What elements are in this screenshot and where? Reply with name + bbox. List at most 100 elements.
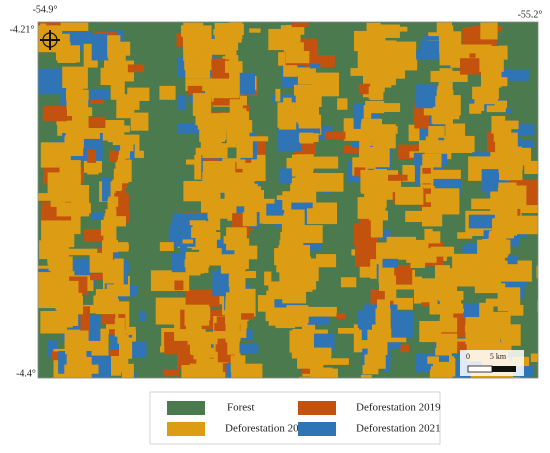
deforestation-patch <box>363 105 372 119</box>
deforestation-core <box>359 156 371 167</box>
deforestation-core <box>492 120 519 130</box>
deforestation-core <box>229 269 246 279</box>
deforestation-patch <box>159 85 176 100</box>
deforestation-patch <box>285 255 302 267</box>
legend-label: Forest <box>227 402 255 414</box>
deforestation-core <box>360 374 372 378</box>
deforestation-patch <box>384 349 390 372</box>
legend-box <box>149 391 441 445</box>
deforestation-core <box>428 126 445 138</box>
deforestation-patch <box>172 213 213 223</box>
deforestation-core <box>192 221 217 238</box>
deforestation-patch <box>391 310 413 338</box>
deforestation-patch <box>178 95 187 110</box>
deforestation-core <box>498 156 520 174</box>
deforestation-patch <box>107 131 122 143</box>
deforestation-patch <box>513 124 535 136</box>
deforestation-patch <box>317 347 332 357</box>
deforestation-patch <box>494 100 507 109</box>
deforestation-core <box>106 284 118 301</box>
deforestation-patch <box>42 105 72 122</box>
deforestation-patch <box>423 36 439 41</box>
deforestation-patch <box>90 274 112 281</box>
deforestation-patch <box>262 215 296 224</box>
deforestation-patch <box>468 214 498 229</box>
deforestation-patch <box>340 277 357 288</box>
deforestation-patch <box>186 159 200 165</box>
deforestation-patch <box>474 87 485 111</box>
deforestation-patch <box>216 316 231 325</box>
deforestation-patch <box>469 103 482 114</box>
deforestation-patch <box>78 197 87 210</box>
deforestation-core <box>285 51 310 64</box>
deforestation-core <box>112 179 123 191</box>
deforestation-core <box>121 351 129 373</box>
deforestation-patch <box>388 174 408 181</box>
deforestation-patch <box>387 55 418 71</box>
deforestation-patch <box>393 26 408 32</box>
deforestation-patch <box>291 22 309 28</box>
deforestation-patch <box>277 129 302 152</box>
scale-label: 0 <box>466 352 470 361</box>
deforestation-core <box>112 57 120 74</box>
deforestation-patch <box>415 84 437 109</box>
deforestation-core <box>439 298 462 307</box>
deforestation-patch <box>282 191 292 210</box>
deforestation-core <box>480 22 498 40</box>
deforestation-patch <box>102 177 111 202</box>
deforestation-core <box>376 242 387 265</box>
deforestation-core <box>199 120 226 142</box>
deforestation-core <box>487 239 511 254</box>
deforestation-patch <box>537 299 538 313</box>
deforestation-core <box>493 377 516 378</box>
deforestation-patch <box>91 34 109 61</box>
legend-swatch <box>167 401 205 415</box>
deforestation-patch <box>373 170 398 188</box>
deforestation-core <box>56 292 83 311</box>
deforestation-patch <box>40 23 47 39</box>
deforestation-patch <box>114 258 124 286</box>
legend: Forest Deforestation 2016 Deforestation 20… <box>167 401 441 436</box>
deforestation-patch <box>47 340 58 358</box>
deforestation-patch <box>508 304 524 316</box>
deforestation-patch <box>337 98 348 110</box>
deforestation-core <box>50 198 66 207</box>
deforestation-patch <box>112 138 123 146</box>
deforestation-core <box>370 331 387 349</box>
deforestation-patch <box>536 265 538 279</box>
deforestation-patch <box>163 369 180 377</box>
deforestation-core <box>484 252 503 262</box>
deforestation-patch <box>171 220 200 227</box>
deforestation-core <box>197 365 219 378</box>
deforestation-patch <box>275 88 281 102</box>
deforestation-patch <box>130 112 149 131</box>
deforestation-patch <box>82 88 110 100</box>
deforestation-core <box>439 317 458 333</box>
deforestation-patch <box>127 64 145 73</box>
deforestation-patch <box>91 212 104 220</box>
deforestation-core <box>202 172 222 191</box>
deforestation-core <box>374 61 387 83</box>
deforestation-core <box>66 95 89 110</box>
deforestation-layer <box>38 22 538 378</box>
deforestation-core <box>295 93 322 107</box>
deforestation-core <box>228 274 244 287</box>
deforestation-patch <box>310 63 321 69</box>
legend-swatch <box>167 422 205 436</box>
deforestation-patch <box>315 368 338 378</box>
deforestation-patch <box>235 344 259 354</box>
legend-label: Deforestation 2019 <box>356 402 441 414</box>
deforestation-core <box>293 335 320 357</box>
deforestation-core <box>372 324 391 334</box>
deforestation-core <box>244 193 261 212</box>
deforestation-core <box>377 299 390 321</box>
deforestation-patch <box>382 67 392 88</box>
deforestation-patch <box>405 210 439 222</box>
deforestation-core <box>436 22 452 37</box>
deforestation-core <box>371 222 383 238</box>
deforestation-core <box>364 190 381 203</box>
deforestation-core <box>245 183 258 195</box>
legend-swatch <box>298 422 336 436</box>
deforestation-patch <box>469 53 476 58</box>
deforestation-core <box>424 140 449 154</box>
